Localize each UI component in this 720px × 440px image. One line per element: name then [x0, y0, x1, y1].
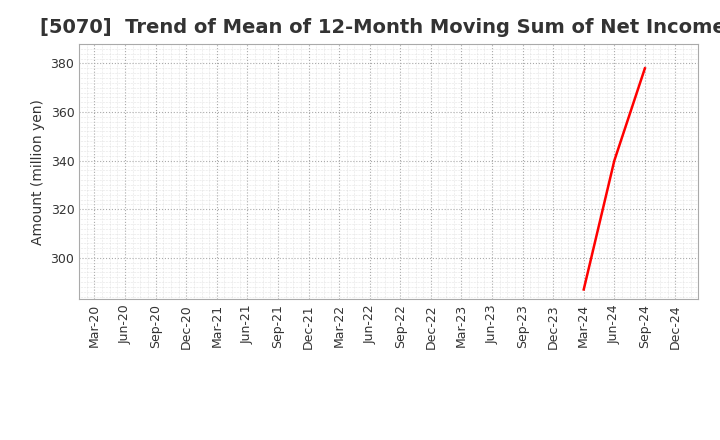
Y-axis label: Amount (million yen): Amount (million yen): [31, 99, 45, 245]
Title: [5070]  Trend of Mean of 12-Month Moving Sum of Net Incomes: [5070] Trend of Mean of 12-Month Moving …: [40, 18, 720, 37]
Legend: 3 Years, 5 Years, 7 Years, 10 Years: 3 Years, 5 Years, 7 Years, 10 Years: [157, 439, 621, 440]
